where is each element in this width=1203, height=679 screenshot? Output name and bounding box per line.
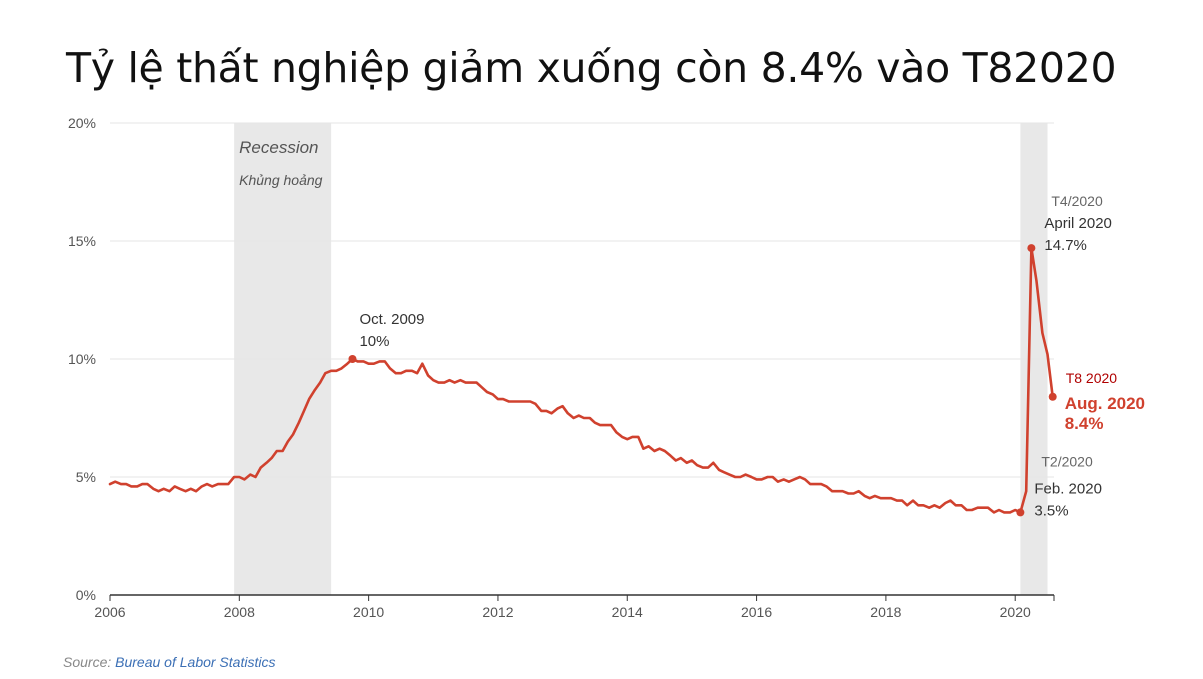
annotation-label: T2/2020 [1041,453,1093,469]
annotation-label: April 2020 [1044,215,1112,232]
y-tick-label: 10% [68,351,96,367]
x-axis [109,594,1055,601]
series-line-0 [108,246,1054,514]
source-prefix: Source: [63,654,116,670]
source-link[interactable]: Bureau of Labor Statistics [115,654,276,670]
annotation-point [1016,508,1025,517]
x-tick-label: 2006 [94,604,125,620]
annotation-label: Feb. 2020 [1034,480,1102,497]
x-tick-label: 2016 [741,604,772,620]
x-tick-label: 2008 [224,604,255,620]
y-tick-label: 15% [68,233,96,249]
annotation-point [1027,244,1036,253]
x-tick-label: 2010 [353,604,384,620]
annotation-label: Aug. 2020 [1065,394,1145,413]
data-series [108,246,1054,514]
x-axis-tick-labels: 2006 2008 2010 2012 2014 2016 2018 2020 [94,604,1031,620]
annotation-label: T4/2020 [1051,193,1103,209]
annotation-point [1048,392,1057,401]
annotation-label: 8.4% [1065,414,1104,433]
x-tick-label: 2018 [870,604,901,620]
recession-sublabel: Khủng hoảng [239,172,323,188]
annotation-point [348,355,357,363]
y-tick-label: 5% [76,469,96,485]
annotation-label: 14.7% [1044,237,1087,254]
annotations: Oct. 2009 10% T4/2020 April 2020 14.7% T2/202… [348,193,1145,519]
y-tick-label: 0% [76,587,96,603]
annotation-label: T8 2020 [1066,370,1118,386]
x-tick-label: 2020 [1000,604,1031,620]
chart-title: Tỷ lệ thất nghiệp giảm xuống còn 8.4% và… [66,44,1117,92]
annotation-label: 10% [359,333,389,350]
source-note: Source: Bureau of Labor Statistics [63,654,275,670]
annotation-label: 3.5% [1034,502,1068,519]
x-tick-label: 2014 [612,604,643,620]
annotation-label: Oct. 2009 [359,311,424,328]
gridlines [110,122,1054,478]
recession-label: Recession [239,138,318,157]
x-tick-label: 2012 [482,604,513,620]
y-tick-label: 20% [68,115,96,131]
y-axis-tick-labels: 0% 5% 10% 15% 20% [68,115,96,603]
